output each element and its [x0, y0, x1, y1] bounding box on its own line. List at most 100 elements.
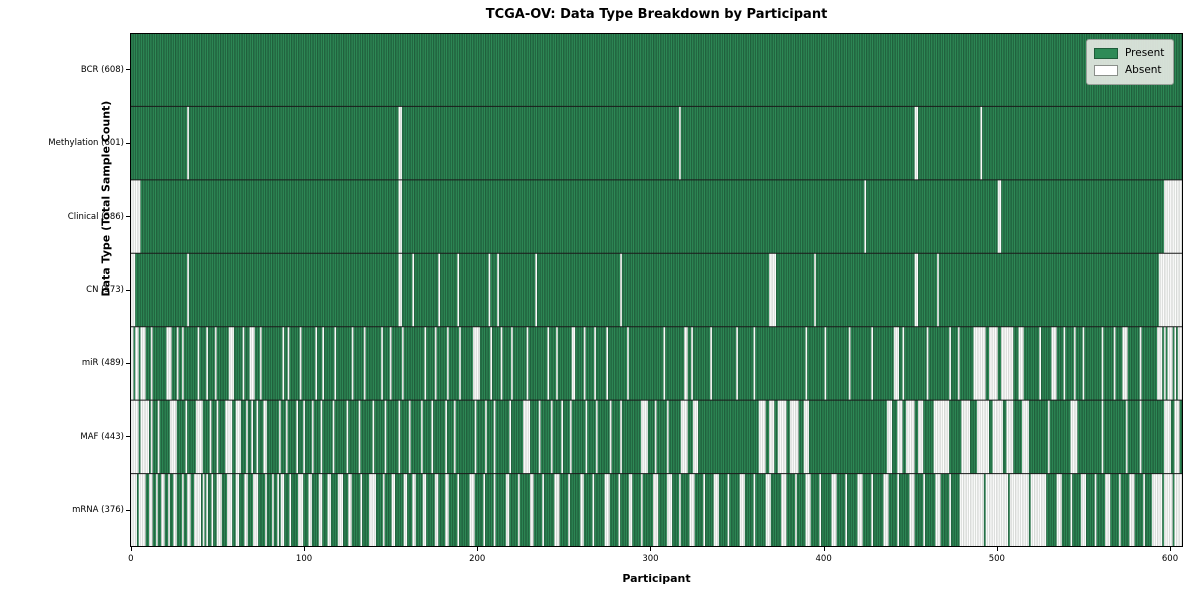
absent-cells [1101, 326, 1104, 401]
absent-cells [140, 400, 150, 474]
absent-cells [538, 400, 541, 474]
absent-cells [445, 473, 449, 547]
absent-cells [935, 473, 941, 547]
absent-cells [287, 326, 290, 401]
xtick-label-200: 200 [469, 554, 486, 564]
absent-cells [957, 326, 960, 401]
absent-cells [897, 473, 899, 547]
plot-area [130, 33, 1183, 547]
absent-cells [490, 326, 492, 401]
absent-cells [185, 400, 188, 474]
absent-cells [384, 400, 387, 474]
absent-cells [985, 473, 1009, 547]
absent-cells [322, 326, 324, 401]
absent-cells [710, 326, 712, 401]
heatmap-row-miR [130, 326, 1183, 401]
absent-cells [1143, 473, 1145, 547]
absent-cells [187, 253, 189, 327]
ytick-label-BCR: BCR (608) [80, 64, 124, 75]
absent-cells [909, 473, 915, 547]
absent-cells [434, 326, 437, 401]
legend-swatch-icon [1094, 48, 1118, 59]
absent-cells [381, 326, 383, 401]
absent-cells [918, 400, 924, 474]
absent-cells [691, 326, 693, 401]
absent-cells [583, 326, 586, 401]
absent-cells [769, 253, 777, 327]
absent-cells [214, 326, 217, 401]
absent-cells [150, 326, 153, 401]
absent-cells [609, 400, 612, 474]
ytick-mark [126, 436, 130, 438]
absent-cells [949, 473, 951, 547]
absent-cells [594, 326, 596, 401]
absent-cells [315, 326, 318, 401]
absent-cells [181, 326, 184, 401]
absent-cells [1021, 400, 1029, 474]
absent-cells [434, 473, 439, 547]
absent-cells [509, 400, 512, 474]
absent-cells [130, 400, 139, 474]
absent-cells [684, 326, 688, 401]
absent-cells [550, 400, 553, 474]
legend-label: Present [1125, 47, 1165, 59]
heatmap-row-Methylation [130, 105, 1183, 180]
absent-cells [914, 106, 919, 180]
absent-cells [547, 326, 550, 401]
absent-cells [398, 179, 402, 254]
ytick-mark [126, 509, 130, 511]
absent-cells [857, 473, 863, 547]
absent-cells [216, 473, 222, 547]
absent-cells [777, 400, 787, 474]
absent-cells [789, 400, 799, 474]
absent-cells [1082, 326, 1085, 401]
absent-cells [526, 326, 529, 401]
absent-cells [263, 400, 267, 474]
absent-cells [871, 326, 873, 401]
absent-cells [1177, 326, 1183, 401]
absent-cells [389, 326, 392, 401]
absent-cells [360, 473, 363, 547]
absent-cells [135, 326, 139, 401]
absent-cells [620, 253, 622, 327]
xtick-mark [650, 547, 652, 551]
absent-cells [412, 473, 416, 547]
absent-cells [1094, 473, 1097, 547]
absent-cells [194, 473, 202, 547]
absent-cells [485, 400, 487, 474]
absent-cells [592, 473, 595, 547]
absent-cells [493, 473, 496, 547]
absent-cells [949, 326, 951, 401]
absent-cells [973, 326, 986, 401]
absent-cells [211, 473, 214, 547]
absent-cells [753, 473, 756, 547]
absent-cells [272, 473, 274, 547]
absent-cells [871, 473, 873, 547]
absent-cells [1174, 326, 1177, 401]
absent-cells [453, 400, 456, 474]
absent-cells [173, 473, 177, 547]
ytick-mark [126, 69, 130, 71]
absent-cells [311, 400, 314, 474]
absent-cells [422, 473, 427, 547]
absent-cells [803, 400, 809, 474]
y-axis-title: Data Type (Total Sample Count) [99, 100, 113, 297]
absent-cells [412, 253, 415, 327]
absent-cells [244, 473, 248, 547]
absent-cells [1113, 326, 1116, 401]
absent-cells [351, 326, 354, 401]
absent-cells [431, 400, 434, 474]
absent-cells [497, 253, 499, 327]
absent-cells [1056, 473, 1062, 547]
absent-cells [140, 326, 146, 401]
absent-cells [493, 400, 496, 474]
absent-cells [1122, 326, 1128, 401]
absent-cells [483, 473, 486, 547]
absent-cells [517, 473, 520, 547]
absent-cells [864, 179, 867, 254]
absent-cells [976, 400, 990, 474]
absent-cells [505, 473, 510, 547]
absent-cells [332, 400, 335, 474]
ytick-mark [126, 216, 130, 218]
xtick-mark [304, 547, 306, 551]
